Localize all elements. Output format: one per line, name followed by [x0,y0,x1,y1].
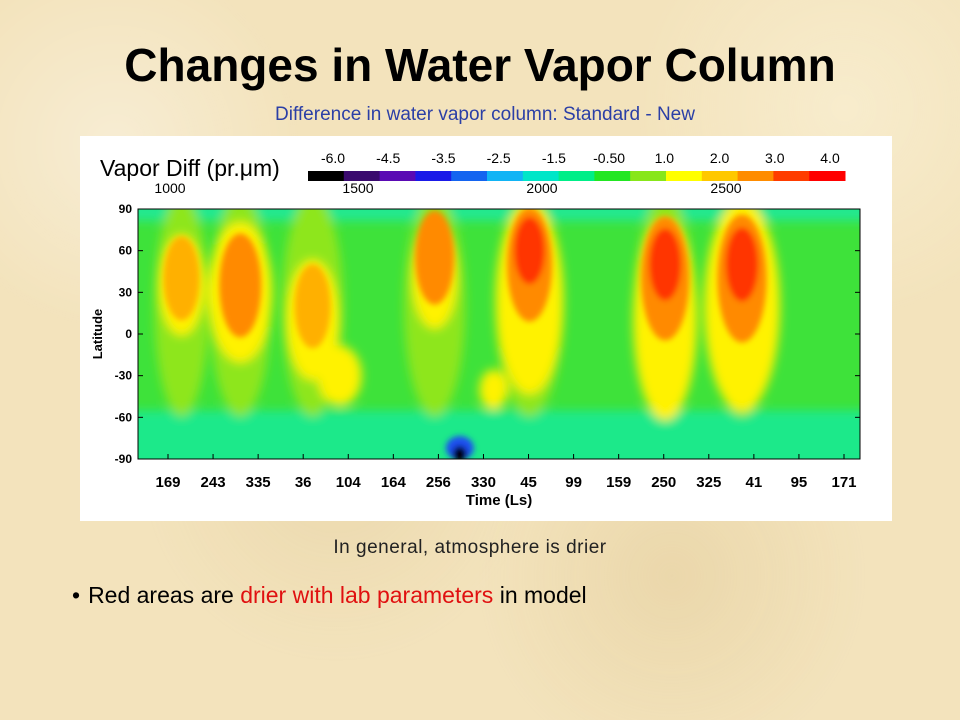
heatmap-hotspot [163,236,200,321]
x-tick-label: 45 [520,474,537,491]
colorbar-swatch [594,171,631,181]
heatmap-region-yellow [317,345,362,406]
bullet-text-after: in model [493,582,587,608]
x-tick-label: 169 [155,474,180,491]
x-tick-label: 325 [696,474,721,491]
heatmap-hotspot-core [725,227,759,302]
x-tick-label: 164 [381,474,407,491]
colorbar-swatch [415,171,452,181]
y-tick-label: -30 [115,369,133,383]
chart-panel: 90 60 30 0 -30 -60 -90 169 243 335 36 104 164 256 330 4… [80,136,892,521]
colorbar-tick-label: -4.5 [376,150,400,166]
chart-axes: 90 60 30 0 -30 -60 -90 169 243 335 36 104 164 256 330 4… [90,202,861,509]
colorbar-tick-label: -2.5 [487,150,511,166]
colorbar-swatch [558,171,595,181]
slide-title: Changes in Water Vapor Column [124,39,836,91]
y-tick-label: 60 [119,244,133,258]
heatmap-minimum-core [452,446,467,459]
heatmap-field [138,209,860,459]
bullet-point: • Red areas are drier with lab parameters… [72,582,587,609]
colorbar-swatch [809,171,846,181]
y-axis-label: Latitude [90,309,105,360]
heatmap-band-south [138,410,860,459]
heatmap-hotspot [294,264,331,349]
colorbar-swatch [701,171,739,181]
colorbar-tick-label: 4.0 [820,150,840,166]
colorbar: Vapor Diff (pr.μm) -6.0 -4.5 -3.5 -2.5 -1.5 -0… [100,150,846,196]
x-tick-label: 330 [471,474,496,491]
colorbar-swatch [487,171,524,181]
bullet-text-before: Red areas are [88,582,241,608]
y-tick-label: 90 [119,202,133,216]
colorbar-swatch [308,171,345,181]
heatmap-region-yellow [479,369,508,410]
colorbar-swatch [522,171,560,181]
colorbar-tick-label: -0.50 [593,150,625,166]
colorbar-tick-label: 3.0 [765,150,785,166]
x-tick-label: 36 [295,474,312,491]
chart-caption: In general, atmosphere is drier [333,537,607,558]
y-tick-label: -90 [115,452,133,466]
secondary-axis-label: 1000 [154,180,185,196]
heatmap-hotspot [415,210,455,305]
bullet-marker: • [72,582,81,608]
x-tick-label: 159 [606,474,631,491]
x-tick-label: 41 [746,474,763,491]
y-tick-label: 0 [125,327,132,341]
x-tick-label: 256 [426,474,451,491]
heatmap-hotspot [219,233,262,338]
x-tick-label: 171 [831,474,856,491]
x-axis-label: Time (Ls) [466,492,532,509]
slide-subtitle: Difference in water vapor column: Standa… [275,104,695,125]
x-tick-label: 104 [336,474,362,491]
colorbar-swatch [451,171,488,181]
secondary-axis-label: 1500 [342,180,373,196]
colorbar-swatch [773,171,810,181]
colorbar-swatch [737,171,774,181]
secondary-axis-label: 2500 [710,180,741,196]
colorbar-tick-label: 2.0 [710,150,730,166]
heatmap-chart: 90 60 30 0 -30 -60 -90 169 243 335 36 104 164 256 330 4… [90,150,861,509]
colorbar-swatch [379,171,416,181]
x-tick-label: 243 [201,474,226,491]
x-tick-label: 95 [791,474,808,491]
colorbar-swatch [343,171,381,181]
x-tick-label: 250 [651,474,676,491]
heatmap-sharp-layer [163,209,767,459]
secondary-axis-label: 2000 [526,180,557,196]
colorbar-label: Vapor Diff (pr.μm) [100,155,280,181]
colorbar-tick-label: -3.5 [431,150,455,166]
x-tick-label: 335 [246,474,271,491]
colorbar-swatch [630,171,667,181]
y-tick-label: -60 [115,410,133,424]
colorbar-tick-label: -6.0 [321,150,345,166]
colorbar-swatch [666,171,703,181]
bullet-highlight: drier with lab parameters [240,582,494,608]
colorbar-tick-label: 1.0 [655,150,675,166]
y-tick-label: 30 [119,285,133,299]
colorbar-tick-label: -1.5 [542,150,566,166]
heatmap-hotspot-core [514,217,545,285]
x-tick-label: 99 [565,474,582,491]
heatmap-hotspot-core [649,228,682,301]
